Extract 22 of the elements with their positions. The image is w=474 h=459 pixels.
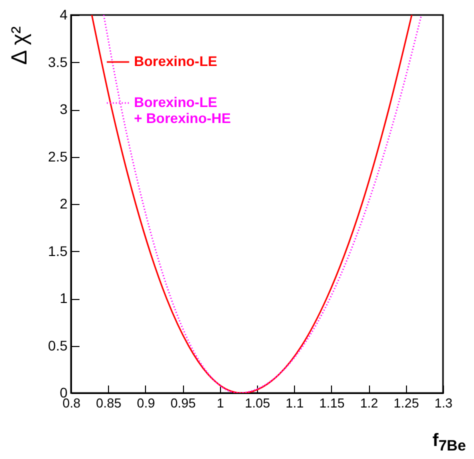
y-tick-label: 3	[60, 101, 68, 117]
x-axis-title: f$_{7Be}$	[432, 430, 466, 455]
x-tick-label: 1	[216, 396, 224, 410]
y-tick-label: 2	[60, 196, 68, 212]
y-tick-label: 3.5	[48, 54, 68, 70]
y-axis-title: Δ χ²	[6, 26, 32, 65]
x-tick-label: 1.2	[360, 396, 378, 410]
x-tick-label: 0.95	[170, 396, 196, 410]
y-tick-label: 4	[60, 6, 68, 22]
legend-label: Borexino-LE + Borexino-HE	[134, 94, 231, 126]
y-tick-label: 1.5	[48, 242, 68, 259]
x-tick-label: 1.25	[394, 396, 419, 410]
legend-label: Borexino-LE	[134, 53, 218, 69]
x-tick-label: 1.05	[244, 396, 270, 410]
x-tick-label: 1.3	[434, 396, 453, 410]
x-tick-label: 0.85	[96, 396, 122, 410]
x-tick-label: 1.1	[286, 396, 304, 410]
x-tick-label: 1.15	[319, 396, 345, 410]
y-tick-label: 2.5	[48, 148, 68, 164]
y-tick-label: 0.5	[48, 337, 68, 354]
y-tick-label: 1	[60, 290, 68, 306]
x-tick-label: 0.9	[136, 396, 155, 410]
